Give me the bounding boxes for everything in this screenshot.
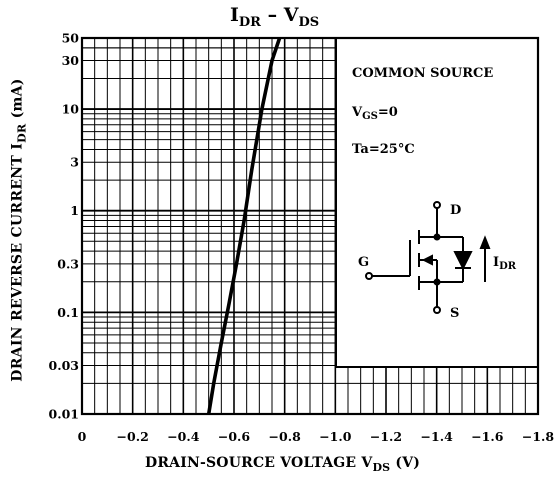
series-layer [206,37,282,415]
y-tick-label: 3 [70,155,79,170]
x-tick-label: −1.6 [471,429,504,444]
mosfet-symbol [365,201,491,314]
plot-frame [80,36,540,416]
tick-labels: 0 −0.2 −0.4 −0.6 −0.8 −1.0 −1.2 −1.4 −1.6 −1.8 0.0… [49,31,555,445]
y-tick-label: 30 [62,53,80,68]
y-tick-label: 0.03 [49,358,79,373]
x-tick-label: −1.4 [421,429,454,444]
y-tick-label: 50 [62,31,80,46]
y-tick-label: 1 [70,203,79,218]
x-tick-label: 0 [78,429,87,444]
x-tick-label: −1.8 [522,429,555,444]
x-tick-label: −1.2 [370,429,402,444]
y-tick-label: 0.1 [57,305,79,320]
series-line-0 [206,37,282,415]
x-axis-label: DRAIN-SOURCE VOLTAGE VDS (V) [145,455,421,474]
circuit-label-source: S [450,306,459,321]
annotation-common-source: COMMON SOURCE [352,66,493,81]
chart-title: IDR – VDS [230,4,320,30]
x-tick-label: −0.4 [167,429,200,444]
y-tick-label: 0.3 [57,256,79,271]
x-tick-label: −0.8 [269,429,302,444]
annotation-temperature: Ta=25°C [352,142,415,157]
plot-border [80,36,540,416]
x-tick-label: −0.2 [117,429,149,444]
y-tick-label: 10 [62,102,80,117]
circuit-label-gate: G [358,255,369,270]
circuit-label-drain: D [450,203,461,218]
annotation-box: COMMON SOURCE VGS=0 Ta=25°C [351,66,517,321]
y-axis-label: DRAIN REVERSE CURRENT IDR (mA) [9,78,29,382]
annotation-vgs: VGS=0 [351,105,398,122]
y-tick-label: 0.01 [49,407,79,422]
x-tick-label: −1.0 [319,429,352,444]
circuit-label-current: IDR [493,255,517,272]
grid [82,37,538,415]
x-tick-label: −0.6 [218,429,251,444]
annotation-box-border [335,38,538,368]
